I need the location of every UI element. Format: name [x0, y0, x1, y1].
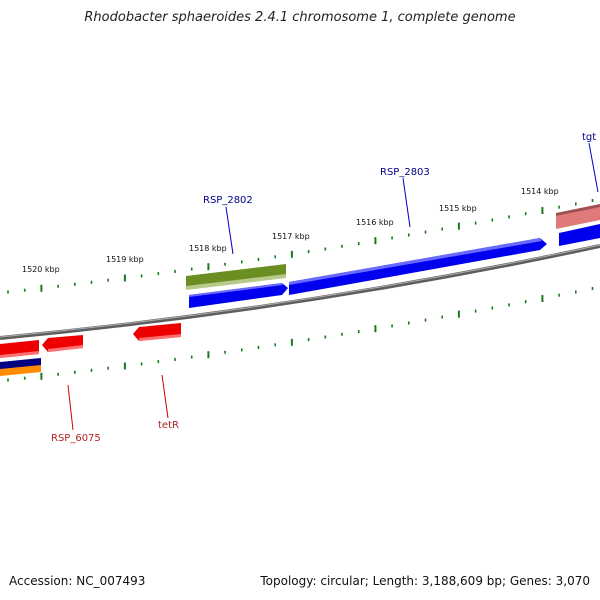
scale-label-1519: 1519 kbp: [106, 255, 144, 264]
leader-rsp-6075: [67, 384, 74, 431]
gene-rsp-2802-arrow[interactable]: [189, 283, 288, 308]
leader-tgt: [588, 142, 599, 193]
label-rsp-2802[interactable]: RSP_2802: [203, 195, 253, 206]
label-rsp-2803[interactable]: RSP_2803: [380, 167, 430, 178]
lower-scale-ticks: [7, 287, 594, 382]
leader-rsp-2803: [402, 177, 411, 228]
gene-rsp-6075-shade: [48, 345, 83, 352]
accession-text: Accession: NC_007493: [9, 574, 146, 588]
gene-reverse-left-edge-shade: [0, 351, 39, 358]
label-rsp-6075[interactable]: RSP_6075: [51, 433, 101, 444]
olive-gene-feature[interactable]: [186, 264, 286, 288]
gene-rsp-2802-shade: [189, 283, 283, 297]
gene-rsp-2803-shade: [289, 238, 542, 285]
gene-rsp-2803-arrow[interactable]: [289, 238, 547, 295]
gene-tgt-arrow[interactable]: [559, 224, 600, 246]
scale-label-1515: 1515 kbp: [439, 204, 477, 213]
olive-gene-shade: [186, 274, 286, 290]
scale-label-1514: 1514 kbp: [521, 187, 559, 196]
leader-rsp-2802: [225, 206, 234, 255]
scale-label-1518: 1518 kbp: [189, 244, 227, 253]
label-tetr[interactable]: tetR: [158, 420, 179, 431]
genome-title: Rhodobacter sphaeroides 2.4.1 chromosome…: [84, 10, 516, 25]
upper-scale-ticks: [7, 199, 594, 294]
chromosome-backbone: [0, 244, 600, 340]
topology-summary-text: Topology: circular; Length: 3,188,609 bp…: [260, 574, 590, 588]
scale-label-1520: 1520 kbp: [22, 265, 60, 274]
leader-tetr: [161, 374, 169, 419]
gene-tgt-pink-top: [556, 204, 600, 216]
chromosome-backbone-highlight: [0, 244, 600, 338]
scale-label-1516: 1516 kbp: [356, 218, 394, 227]
scale-label-1517: 1517 kbp: [272, 232, 310, 241]
orange-gene-feature[interactable]: [0, 365, 41, 376]
gene-tetr-shade: [139, 334, 181, 341]
label-tgt[interactable]: tgt: [582, 132, 596, 143]
gene-tgt-pink-feature[interactable]: [556, 206, 600, 229]
